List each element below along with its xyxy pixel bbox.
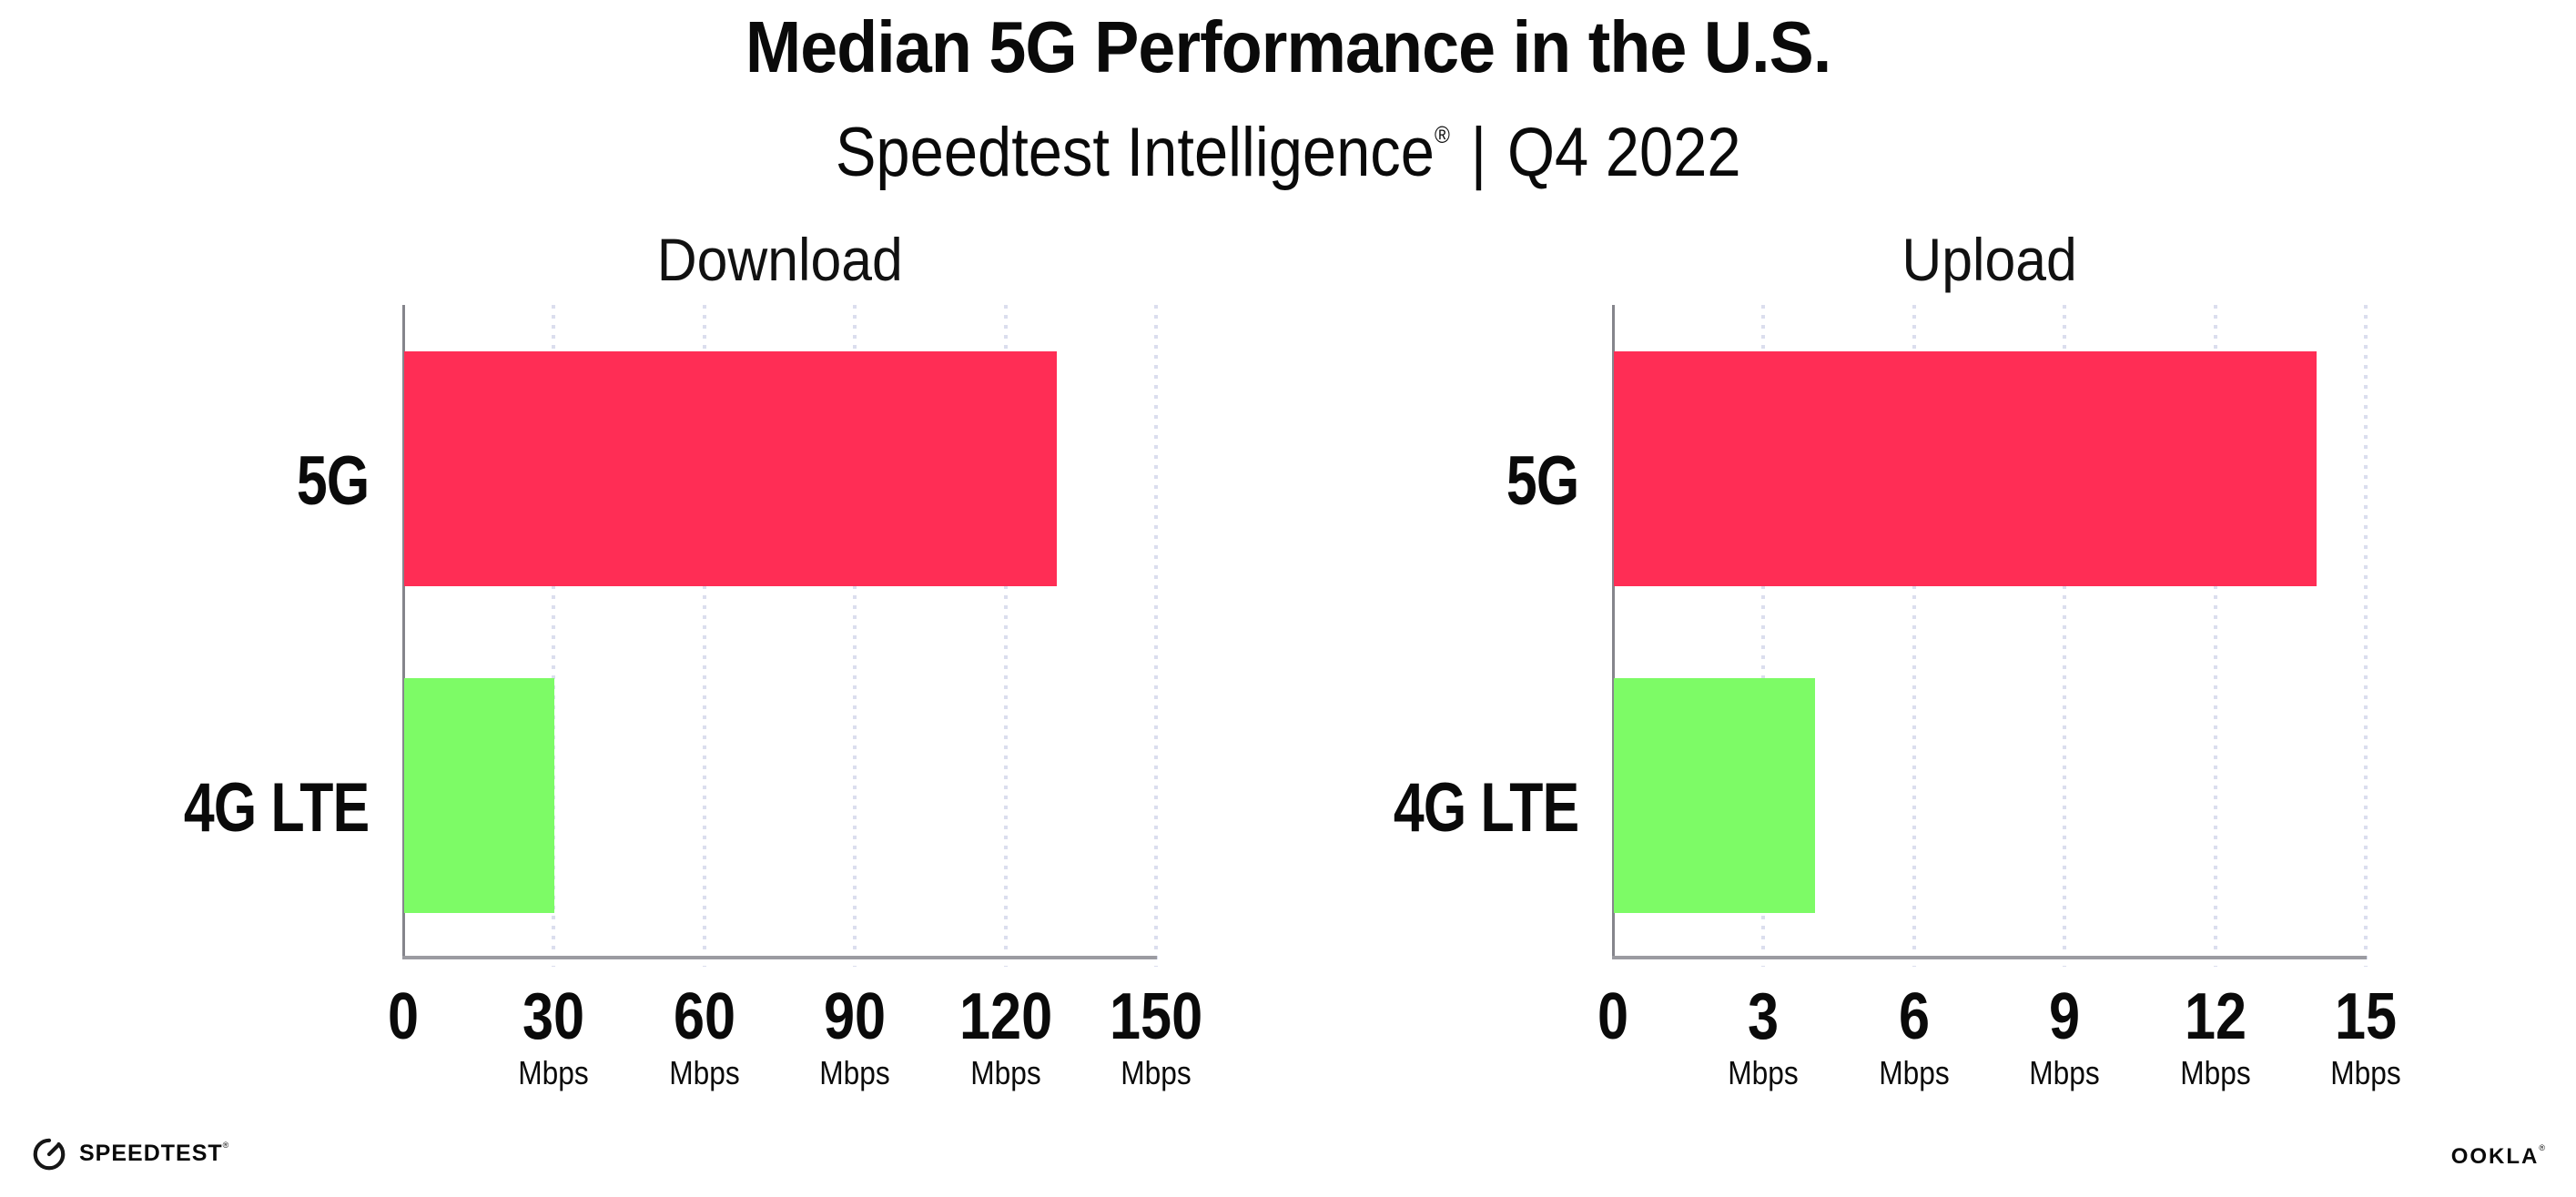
x-axis-line (402, 956, 1157, 959)
bar-4g-lte-download (404, 677, 555, 913)
gridline-12-mbps (2213, 305, 2217, 967)
x-tick-unit-12: Mbps (2179, 1054, 2251, 1091)
gridline-30-mbps (552, 305, 556, 967)
y-axis-line (402, 305, 405, 959)
ookla-logo: OOKLA® (2451, 1143, 2547, 1170)
speedtest-trademark-symbol: ® (222, 1140, 230, 1150)
page-title-text: Median 5G Performance in the U.S. (745, 6, 1831, 87)
gridline-6-mbps (1912, 305, 1916, 967)
gridline-120-mbps (1003, 305, 1008, 967)
subtitle-period: Q4 2022 (1506, 114, 1741, 191)
y-axis-label-5g: 5G (1506, 441, 1578, 520)
x-tick-label-0: 0 (1597, 980, 1629, 1053)
x-tick-label-60: 60 (673, 980, 735, 1053)
x-tick-unit-9: Mbps (2029, 1054, 2100, 1091)
x-tick-unit-60: Mbps (669, 1054, 740, 1091)
x-tick-unit-120: Mbps (969, 1054, 1041, 1091)
subtitle-product: Speedtest Intelligence (835, 114, 1435, 191)
x-tick-label-3: 3 (1748, 980, 1780, 1053)
x-tick-label-9: 9 (2049, 980, 2081, 1053)
page-title: Median 5G Performance in the U.S. (0, 5, 2576, 89)
bar-5g-upload (1614, 350, 2317, 586)
x-tick-unit-6: Mbps (1879, 1054, 1950, 1091)
x-tick-unit-30: Mbps (518, 1054, 590, 1091)
x-tick-label-120: 120 (958, 980, 1052, 1053)
x-tick-label-6: 6 (1898, 980, 1930, 1053)
y-axis-label-4g-lte: 4G LTE (183, 768, 369, 847)
subtitle: Speedtest Intelligence® | Q4 2022 (0, 89, 2576, 198)
x-tick-unit-150: Mbps (1121, 1054, 1192, 1091)
speedtest-wordmark: SPEEDTEST® (79, 1140, 230, 1166)
speedtest-logo: SPEEDTEST® (30, 1134, 229, 1172)
x-axis-line (1612, 956, 2367, 959)
x-tick-label-150: 150 (1109, 980, 1203, 1053)
x-tick-label-30: 30 (522, 980, 585, 1053)
download-chart-title: Download (656, 226, 903, 293)
gridline-15-mbps (2364, 305, 2368, 967)
x-tick-unit-90: Mbps (819, 1054, 890, 1091)
upload-plot-area: 0 3 Mbps 6 Mbps 9 Mbps 12 Mbps 15 Mbps 5G 4G LTE (1393, 305, 2401, 1091)
gridline-150-mbps (1154, 305, 1158, 967)
gridline-9-mbps (2063, 305, 2067, 967)
y-axis-label-4g-lte: 4G LTE (1393, 768, 1578, 847)
y-axis-line (1612, 305, 1615, 959)
x-tick-label-12: 12 (2184, 980, 2246, 1053)
ookla-wordmark: OOKLA (2450, 1144, 2540, 1169)
ookla-trademark-symbol: ® (2539, 1143, 2547, 1152)
x-tick-label-0: 0 (387, 980, 420, 1053)
x-tick-unit-3: Mbps (1728, 1054, 1800, 1091)
x-tick-label-90: 90 (824, 980, 887, 1053)
bar-5g-download (404, 350, 1057, 586)
bar-4g-lte-upload (1614, 677, 1815, 913)
x-tick-unit-15: Mbps (2330, 1054, 2401, 1091)
gridline-60-mbps (702, 305, 706, 967)
registered-trademark-symbol: ® (1434, 121, 1450, 148)
y-axis-label-5g: 5G (296, 441, 369, 520)
speedtest-gauge-icon (33, 1138, 66, 1171)
subtitle-separator: | (1470, 114, 1486, 191)
x-tick-label-15: 15 (2334, 980, 2398, 1053)
download-plot-area: 0 30 Mbps 60 Mbps 90 Mbps 120 Mbps 150 Mbps 5G 4G LT… (183, 305, 1202, 1091)
upload-chart-title: Upload (1902, 226, 2077, 293)
gridline-90-mbps (853, 305, 857, 967)
gridline-3-mbps (1761, 305, 1766, 967)
